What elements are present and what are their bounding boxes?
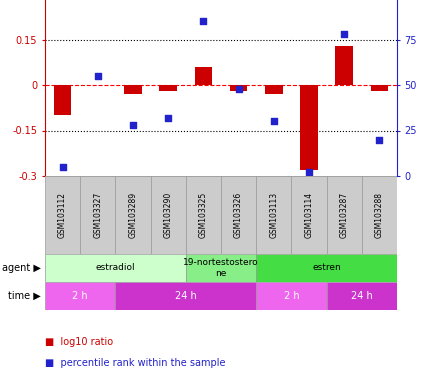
- Bar: [229, 85, 247, 91]
- Bar: [256, 282, 326, 310]
- Bar: [194, 67, 212, 85]
- Text: GSM103287: GSM103287: [339, 192, 348, 238]
- Text: GSM103327: GSM103327: [93, 192, 102, 238]
- Text: GSM103326: GSM103326: [233, 192, 243, 238]
- Bar: [115, 176, 150, 254]
- Bar: [370, 85, 387, 91]
- Point: [305, 169, 312, 175]
- Text: GSM103288: GSM103288: [374, 192, 383, 238]
- Text: GSM103325: GSM103325: [198, 192, 207, 238]
- Bar: [159, 85, 177, 91]
- Bar: [124, 85, 141, 94]
- Point: [94, 73, 101, 79]
- Bar: [185, 254, 256, 282]
- Point: [164, 115, 171, 121]
- Text: agent ▶: agent ▶: [2, 263, 40, 273]
- Bar: [326, 176, 361, 254]
- Bar: [185, 176, 220, 254]
- Bar: [291, 176, 326, 254]
- Point: [270, 118, 276, 124]
- Text: estren: estren: [312, 263, 340, 273]
- Bar: [45, 254, 185, 282]
- Bar: [45, 176, 80, 254]
- Text: 2 h: 2 h: [72, 291, 88, 301]
- Point: [375, 137, 382, 143]
- Bar: [326, 282, 396, 310]
- Bar: [264, 85, 282, 94]
- Bar: [256, 176, 291, 254]
- Point: [340, 31, 347, 37]
- Text: 19-nortestostero
ne: 19-nortestostero ne: [183, 258, 258, 278]
- Text: GSM103114: GSM103114: [304, 192, 313, 238]
- Bar: [256, 254, 396, 282]
- Point: [200, 18, 207, 24]
- Point: [129, 122, 136, 128]
- Bar: [361, 176, 396, 254]
- Text: GSM103289: GSM103289: [128, 192, 137, 238]
- Point: [59, 164, 66, 170]
- Bar: [80, 176, 115, 254]
- Text: ■  log10 ratio: ■ log10 ratio: [45, 337, 113, 347]
- Text: ■  percentile rank within the sample: ■ percentile rank within the sample: [45, 358, 225, 368]
- Bar: [335, 46, 352, 85]
- Text: GSM103290: GSM103290: [163, 192, 172, 238]
- Text: estradiol: estradiol: [95, 263, 135, 273]
- Point: [235, 86, 242, 92]
- Text: time ▶: time ▶: [8, 291, 40, 301]
- Bar: [299, 85, 317, 170]
- Bar: [115, 282, 256, 310]
- Text: 24 h: 24 h: [350, 291, 372, 301]
- Text: 24 h: 24 h: [174, 291, 196, 301]
- Bar: [220, 176, 256, 254]
- Bar: [54, 85, 71, 115]
- Bar: [45, 282, 115, 310]
- Bar: [150, 176, 185, 254]
- Text: 2 h: 2 h: [283, 291, 299, 301]
- Text: GSM103113: GSM103113: [269, 192, 278, 238]
- Text: GSM103112: GSM103112: [58, 192, 67, 238]
